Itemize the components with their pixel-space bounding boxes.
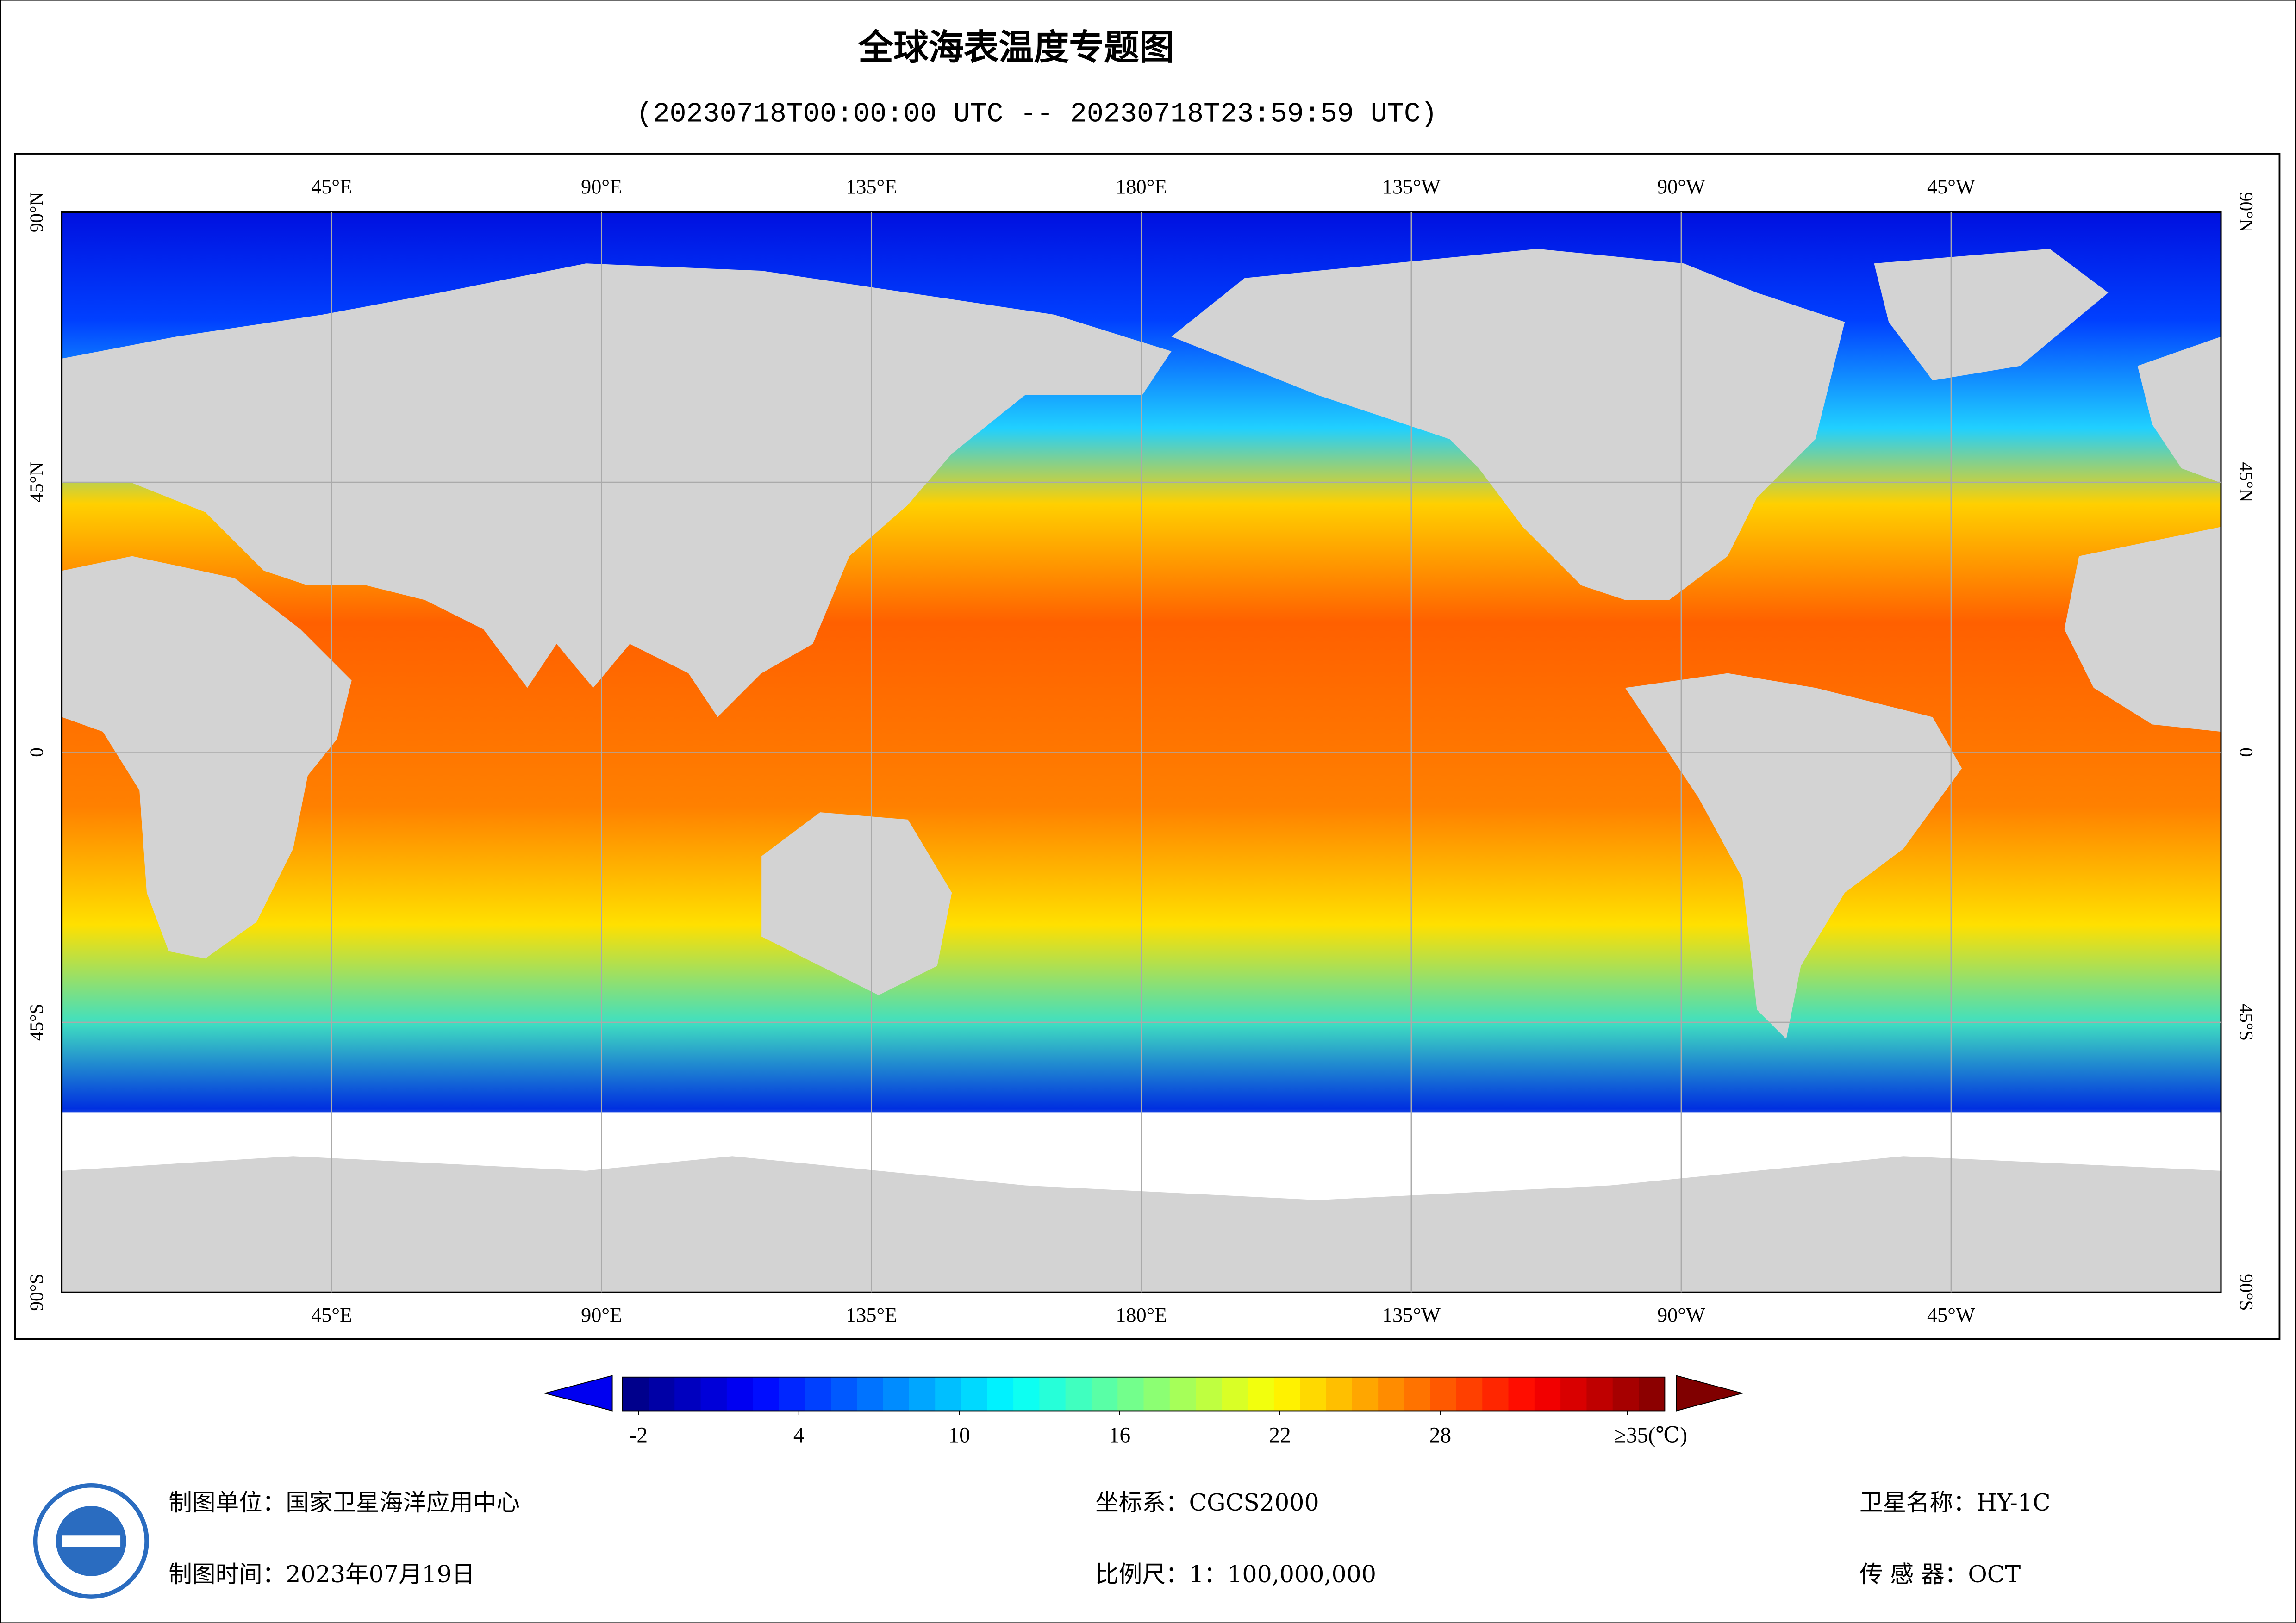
lon-label-bottom: 180°E	[1116, 1304, 1167, 1326]
colorbar-bin	[961, 1377, 988, 1411]
lat-label-left: 90°S	[25, 1274, 47, 1311]
colorbar: -2 4 10 16 22 28 ≥35(℃)	[543, 1375, 1744, 1447]
footer-sensor: 传 感 器：OCT	[1859, 1561, 2021, 1588]
logo-satellite	[62, 1535, 121, 1547]
colorbar-bin	[1378, 1377, 1405, 1411]
colorbar-bin	[1013, 1377, 1040, 1411]
colorbar-bin	[1352, 1377, 1379, 1411]
colorbar-bin	[1482, 1377, 1509, 1411]
west-africa	[2064, 527, 2221, 732]
footer-crs: 坐标系：CGCS2000	[1095, 1489, 1319, 1516]
lon-label-bottom: 45°E	[311, 1304, 352, 1326]
colorbar-bin	[1065, 1377, 1092, 1411]
colorbar-over	[1676, 1375, 1744, 1412]
colorbar-bin	[1534, 1377, 1561, 1411]
north-america	[1171, 249, 1845, 600]
colorbar-bin	[1326, 1377, 1353, 1411]
lat-label-left: 0	[25, 747, 47, 757]
greenland	[1874, 249, 2109, 381]
colorbar-bin	[1222, 1377, 1248, 1411]
lat-label-right: 0	[2236, 747, 2257, 757]
footer-unit: 制图单位：国家卫星海洋应用中心	[168, 1489, 520, 1516]
footer-date: 制图时间：2023年07月19日	[168, 1561, 475, 1588]
south-america	[1625, 673, 1962, 1039]
colorbar-bin	[753, 1377, 780, 1411]
colorbar-bin	[1169, 1377, 1197, 1411]
lon-label-bottom: 135°E	[846, 1304, 897, 1326]
colorbar-bin	[1404, 1377, 1431, 1411]
lat-label-right: 45°S	[2236, 1004, 2257, 1041]
colorbar-bin	[1091, 1377, 1118, 1411]
footer-satellite: 卫星名称：HY-1C	[1859, 1489, 2051, 1516]
footer-scale: 比例尺：1：100,000,000	[1095, 1561, 1376, 1588]
title: 全球海表温度专题图	[858, 27, 1174, 68]
colorbar-bin	[1508, 1377, 1535, 1411]
colorbar-bin	[1612, 1377, 1639, 1411]
colorbar-bin	[805, 1377, 831, 1411]
lon-label-top: 45°E	[311, 175, 352, 198]
colorbar-tick-label: 10	[948, 1423, 970, 1447]
colorbar-bin	[700, 1377, 727, 1411]
colorbar-under	[543, 1375, 613, 1412]
colorbar-bin	[1273, 1377, 1301, 1411]
lat-label-left: 45°N	[25, 462, 47, 502]
colorbar-bin	[935, 1377, 962, 1411]
lat-label-right: 90°N	[2236, 192, 2257, 232]
colorbar-tick-label: 16	[1109, 1423, 1130, 1447]
lon-label-top: 135°E	[846, 175, 897, 198]
colorbar-bin	[1430, 1377, 1457, 1411]
lon-label-top: 45°W	[1927, 175, 1975, 198]
subtitle: (20230718T00:00:00 UTC -- 20230718T23:59…	[636, 99, 1437, 131]
colorbar-bin	[1639, 1377, 1666, 1411]
lon-label-top: 90°W	[1657, 175, 1705, 198]
lat-label-left: 45°S	[25, 1004, 47, 1041]
colorbar-bin	[1248, 1377, 1274, 1411]
colorbar-tick-label: -2	[630, 1423, 648, 1447]
lon-label-top: 90°E	[581, 175, 622, 198]
lon-label-top: 135°W	[1382, 175, 1441, 198]
europe-west	[2137, 336, 2221, 483]
colorbar-bin	[1300, 1377, 1327, 1411]
lat-label-right: 90°S	[2236, 1274, 2257, 1311]
lon-label-bottom: 45°W	[1927, 1304, 1975, 1326]
eurasia	[62, 263, 1172, 717]
lat-label-left: 90°N	[25, 192, 47, 232]
map-frame	[14, 153, 2281, 1340]
colorbar-bin	[909, 1377, 936, 1411]
lon-label-top: 180°E	[1116, 175, 1167, 198]
colorbar-bin	[1560, 1377, 1587, 1411]
graticule: 45°E 45°E 90°E 90°E 135°E 135°E 180°E 180°E 135°…	[25, 175, 2257, 1326]
lon-label-bottom: 90°W	[1657, 1304, 1705, 1326]
colorbar-bin	[1196, 1377, 1223, 1411]
africa	[62, 556, 352, 959]
colorbar-tick-label: 28	[1429, 1423, 1451, 1447]
colorbar-bin	[883, 1377, 910, 1411]
colorbar-border	[622, 1376, 1666, 1412]
colorbar-bin	[726, 1377, 754, 1411]
australia	[761, 812, 952, 995]
colorbar-bin	[622, 1377, 649, 1411]
lon-label-bottom: 135°W	[1382, 1304, 1441, 1326]
colorbar-bin	[1117, 1377, 1144, 1411]
colorbar-bin	[831, 1377, 858, 1411]
colorbar-bin	[987, 1377, 1014, 1411]
colorbar-bin	[1143, 1377, 1170, 1411]
colorbar-bin	[1456, 1377, 1483, 1411]
lat-label-right: 45°N	[2236, 462, 2257, 502]
colorbar-bin	[649, 1377, 675, 1411]
lon-label-bottom: 90°E	[581, 1304, 622, 1326]
colorbar-tick-label: 22	[1269, 1423, 1291, 1447]
colorbar-tick-label: ≥35(℃)	[1614, 1423, 1687, 1447]
logo	[33, 1483, 149, 1599]
colorbar-bin	[674, 1377, 701, 1411]
colorbar-bin	[1586, 1377, 1613, 1411]
colorbar-bin	[779, 1377, 805, 1411]
colorbar-bin	[857, 1377, 884, 1411]
colorbar-tick-label: 4	[793, 1423, 805, 1447]
colorbar-bin	[1039, 1377, 1066, 1411]
